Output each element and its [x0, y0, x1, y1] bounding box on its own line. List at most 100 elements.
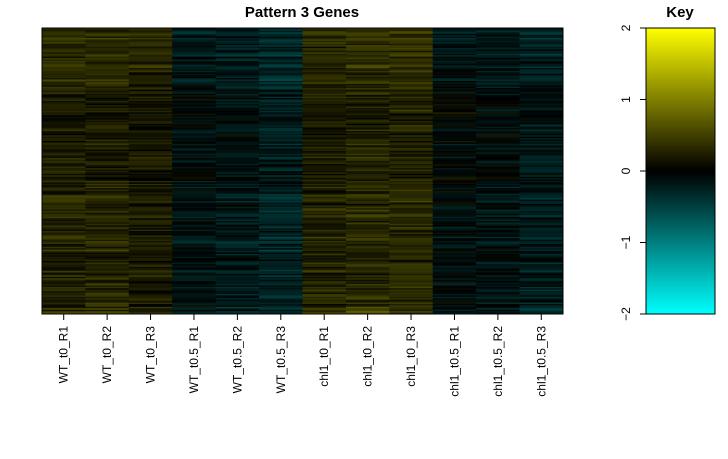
heatmap-cell — [215, 221, 260, 223]
heatmap-cell — [302, 223, 347, 226]
heatmap-cell — [85, 79, 130, 82]
heatmap-cell — [42, 169, 86, 172]
heatmap-cell — [302, 169, 347, 172]
heatmap-cell — [259, 138, 303, 140]
heatmap-cell — [302, 271, 347, 273]
heatmap-cell — [259, 155, 303, 158]
heatmap-cell — [389, 231, 434, 233]
heatmap-cell — [519, 235, 564, 238]
heatmap-cell — [215, 70, 260, 73]
heatmap-cell — [85, 266, 130, 269]
heatmap-cell — [215, 113, 260, 116]
heatmap-cell — [128, 145, 173, 148]
heatmap-cell — [476, 171, 520, 173]
heatmap-cell — [85, 106, 130, 109]
heatmap-cell — [215, 80, 260, 83]
heatmap-cell — [476, 213, 520, 216]
heatmap-cell — [85, 92, 130, 95]
heatmap-cell — [389, 246, 434, 249]
heatmap-cell — [215, 189, 260, 192]
heatmap-cell — [476, 99, 520, 102]
heatmap-cell — [259, 281, 303, 283]
heatmap-cell — [85, 143, 130, 146]
heatmap-cell — [85, 139, 130, 142]
heatmap-cell — [128, 245, 173, 248]
key-swatch — [646, 187, 715, 191]
heatmap-cell — [215, 266, 260, 269]
heatmap-cell — [432, 95, 477, 98]
heatmap-cell — [128, 206, 173, 209]
heatmap-cell — [302, 263, 347, 266]
heatmap-cell — [259, 66, 303, 69]
heatmap-cell — [128, 56, 173, 59]
heatmap-cell — [85, 165, 130, 168]
heatmap-cell — [476, 138, 520, 140]
heatmap-cell — [259, 89, 303, 92]
heatmap-cell — [432, 145, 477, 148]
heatmap-cell — [42, 49, 86, 52]
heatmap-cell — [389, 112, 434, 115]
heatmap-cell — [85, 59, 130, 62]
heatmap-cell — [42, 241, 86, 243]
heatmap-cell — [259, 110, 303, 113]
heatmap-cell — [259, 209, 303, 212]
heatmap-cell — [259, 78, 303, 80]
key-swatch — [646, 204, 715, 208]
heatmap-cell — [128, 199, 173, 202]
heatmap-cell — [432, 60, 477, 63]
heatmap-cell — [172, 72, 217, 75]
heatmap-cell — [302, 185, 347, 188]
key-swatch — [646, 97, 715, 100]
heatmap-cell — [42, 296, 86, 299]
heatmap-cell — [259, 191, 303, 193]
heatmap-cell — [432, 298, 477, 301]
heatmap-cell — [85, 239, 130, 242]
heatmap-cell — [519, 303, 564, 306]
heatmap-cell — [85, 28, 130, 30]
heatmap-cell — [215, 259, 260, 262]
heatmap-cell — [302, 188, 347, 190]
heatmap-cell — [172, 85, 217, 88]
heatmap-cell — [302, 311, 347, 313]
heatmap-cell — [259, 258, 303, 261]
key-swatch — [646, 232, 715, 236]
heatmap-cell — [302, 249, 347, 252]
heatmap-cell — [42, 248, 86, 251]
heatmap-cell — [432, 166, 477, 169]
heatmap-cell — [389, 75, 434, 78]
heatmap-cell — [476, 122, 520, 125]
heatmap-cell — [476, 172, 520, 175]
key-swatch — [646, 54, 715, 57]
heatmap-cell — [519, 80, 564, 83]
heatmap-cell — [476, 152, 520, 155]
heatmap-cell — [345, 238, 390, 241]
heatmap-cell — [389, 145, 434, 148]
heatmap-cell — [42, 246, 86, 249]
heatmap-cell — [85, 35, 130, 37]
heatmap-cell — [302, 175, 347, 178]
heatmap-cell — [389, 113, 434, 116]
key-swatch — [646, 73, 715, 77]
heatmap-cell — [85, 163, 130, 166]
heatmap-cell — [519, 248, 564, 251]
heatmap-cell — [476, 255, 520, 258]
heatmap-cell — [389, 93, 434, 96]
heatmap-cell — [432, 120, 477, 123]
heatmap-cell — [85, 265, 130, 268]
heatmap-cell — [215, 48, 260, 50]
heatmap-cell — [302, 118, 347, 120]
heatmap-cell — [302, 218, 347, 221]
heatmap-cell — [172, 266, 217, 269]
heatmap-cell — [215, 308, 260, 311]
heatmap-cell — [259, 265, 303, 268]
heatmap-cell — [42, 189, 86, 192]
heatmap-cell — [128, 222, 173, 225]
heatmap-cell — [259, 295, 303, 298]
heatmap-cell — [302, 123, 347, 126]
heatmap-cell — [172, 33, 217, 36]
heatmap-cell — [259, 148, 303, 150]
heatmap-cell — [345, 223, 390, 226]
heatmap-cell — [345, 173, 390, 176]
heatmap-cell — [172, 279, 217, 282]
heatmap-cell — [172, 305, 217, 308]
